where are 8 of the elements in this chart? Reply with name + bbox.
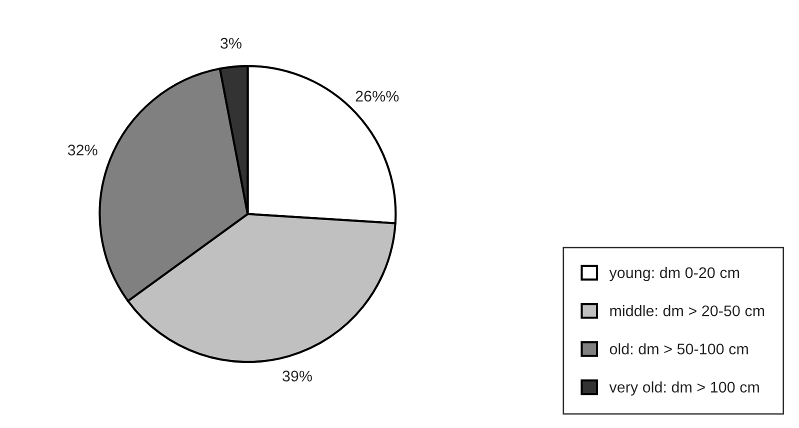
legend-label: old: dm > 50-100 cm bbox=[610, 343, 748, 354]
data-label: 32% bbox=[68, 144, 98, 156]
legend-label: young: dm 0-20 cm bbox=[609, 266, 739, 282]
legend-label: middle: dm > 20-50 cm bbox=[610, 305, 764, 316]
data-label: 39% bbox=[282, 370, 312, 382]
data-label: 26%% bbox=[356, 90, 399, 102]
data-label: 3% bbox=[220, 38, 242, 49]
legend-label: very old: dm > 100 cm bbox=[609, 381, 759, 396]
